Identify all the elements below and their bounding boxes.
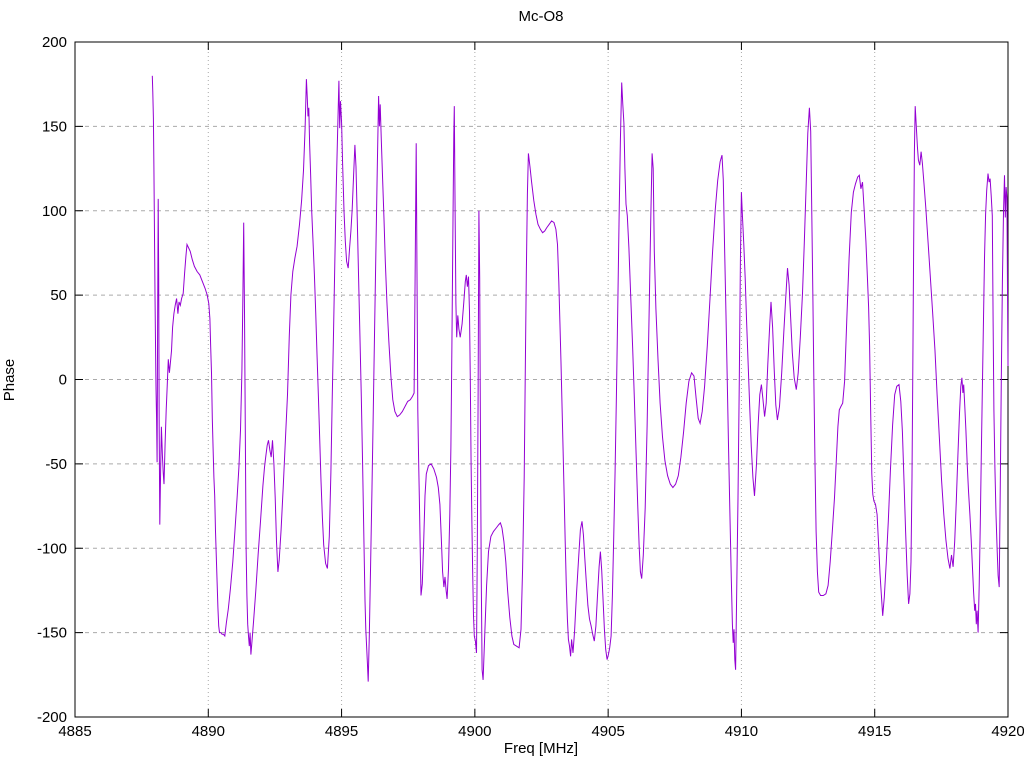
x-tick-label: 4905 <box>591 723 624 740</box>
grid-layer <box>77 44 1006 715</box>
x-axis-label: Freq [MHz] <box>504 740 578 757</box>
x-tick-label: 4890 <box>192 723 225 740</box>
x-tick-label: 4920 <box>991 723 1024 740</box>
x-tick-label: 4910 <box>725 723 758 740</box>
phase-trace <box>151 75 1009 682</box>
x-tick-label: 4915 <box>858 723 891 740</box>
y-axis-label: Phase <box>1 359 18 402</box>
y-tick-label: 100 <box>42 203 67 220</box>
x-tick-label: 4900 <box>458 723 491 740</box>
y-tick-label: -50 <box>45 456 67 473</box>
tick-labels: -200 -150 -100 -50 0 50 100 150 200 4885 4890 4895 4… <box>37 34 1024 740</box>
tick-marks <box>74 41 1009 718</box>
y-tick-label: 0 <box>59 372 67 389</box>
x-tick-label: 4895 <box>325 723 358 740</box>
y-tick-label: 50 <box>50 287 67 304</box>
y-tick-label: -100 <box>37 540 67 557</box>
y-tick-label: 200 <box>42 34 67 51</box>
x-tick-label: 4885 <box>58 723 91 740</box>
y-tick-label: -200 <box>37 709 67 726</box>
y-tick-label: 150 <box>42 118 67 135</box>
chart-title: Mc-O8 <box>519 8 564 25</box>
y-tick-label: -150 <box>37 625 67 642</box>
